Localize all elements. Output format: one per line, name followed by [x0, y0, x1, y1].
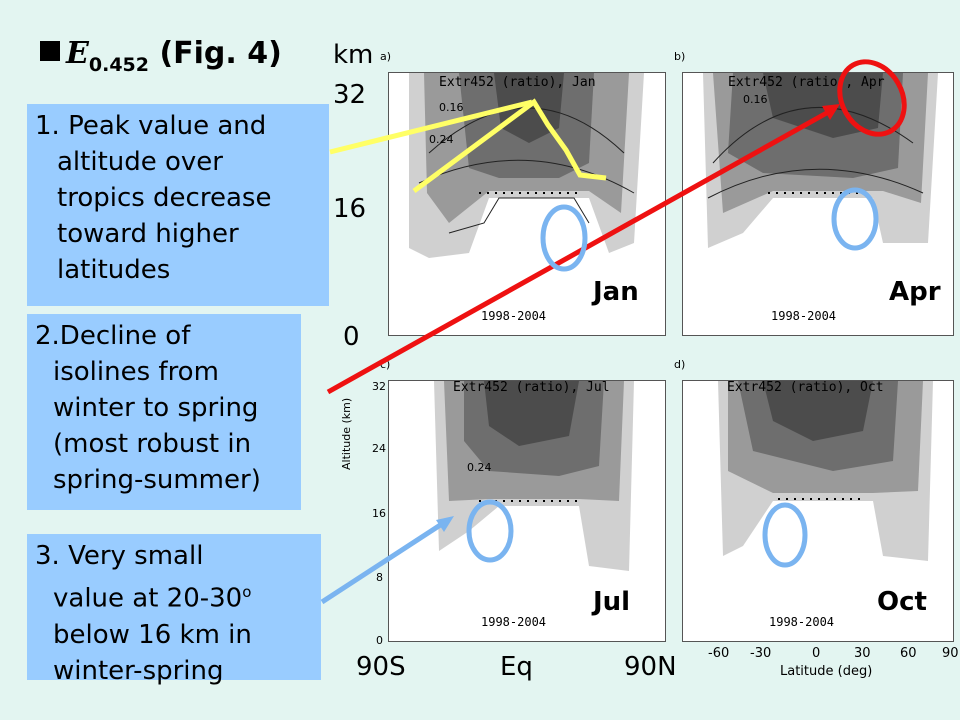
note-box-3: 3. Very small value at 20-30o below 16 k…: [27, 534, 321, 686]
lat-tick: 0: [812, 646, 821, 661]
panel-letter: b): [674, 50, 686, 63]
month-label-jan: Jan: [593, 277, 639, 307]
note-3-line: 3. Very small: [35, 541, 204, 571]
contour-label: 0.24: [467, 461, 492, 474]
square-bullet-icon: [40, 41, 60, 61]
years-label: 1998-2004: [771, 309, 837, 323]
years-label: 1998-2004: [481, 615, 547, 629]
alt-tick: 8: [376, 571, 383, 584]
contour-label: 0.16: [439, 101, 464, 114]
alt-tick: 32: [372, 380, 386, 393]
contour-plot-oct: [683, 381, 953, 641]
y-tick-16: 16: [333, 194, 367, 224]
y-axis-unit: km: [333, 40, 374, 70]
note-1-line: toward higher: [57, 219, 239, 249]
alt-tick: 16: [372, 507, 386, 520]
panel-letter: c): [380, 358, 391, 371]
contour-label: 0.16: [743, 93, 768, 106]
note-3-line: winter-spring: [53, 655, 224, 686]
blue-highlight-ellipse-oct: [762, 502, 808, 568]
contour-label: 0.24: [429, 133, 454, 146]
blue-highlight-ellipse-jul: [466, 499, 514, 563]
month-label-oct: Oct: [877, 587, 927, 617]
years-label: 1998-2004: [481, 309, 547, 323]
blue-highlight-ellipse-apr: [831, 187, 879, 251]
lat-tick: 60: [900, 646, 917, 661]
yellow-pointer-line: [329, 99, 533, 155]
panel-letter: d): [674, 358, 686, 371]
note-2-line: 2.Decline of: [35, 321, 191, 351]
lat-tick: -60: [708, 646, 730, 661]
note-2-line: (most robust in: [53, 429, 252, 459]
month-label-apr: Apr: [889, 277, 941, 307]
y-tick-0: 0: [343, 322, 360, 352]
blue-pointer-line: [320, 517, 450, 605]
note-box-2: 2.Decline of isolines from winter to spr…: [27, 314, 301, 510]
title-fig-ref: (Fig. 4): [159, 36, 282, 71]
panel-title: Extr452 (ratio), Jan: [439, 75, 596, 90]
blue-highlight-ellipse-jan: [540, 204, 588, 272]
lat-tick: 90: [942, 646, 959, 661]
note-1-line: 1. Peak value and: [35, 111, 267, 141]
x-label-90s: 90S: [356, 652, 406, 682]
note-3-text: value at 20-30: [53, 583, 243, 614]
panel-letter: a): [380, 50, 392, 63]
x-label-eq: Eq: [500, 652, 533, 682]
latitude-axis-label: Latitude (deg): [780, 664, 873, 679]
x-label-90n: 90N: [624, 652, 677, 682]
blue-arrowhead: [436, 516, 454, 532]
red-arrowhead: [822, 104, 840, 120]
panel-title: Extr452 (ratio), Oct: [727, 380, 884, 395]
years-label: 1998-2004: [769, 615, 835, 629]
degree-superscript: o: [242, 583, 252, 601]
note-2-line: winter to spring: [53, 393, 259, 423]
note-1-line: latitudes: [57, 255, 171, 285]
slide-title: E0.452 (Fig. 4): [40, 36, 282, 76]
lat-tick: 30: [854, 646, 871, 661]
note-2-line: isolines from: [53, 357, 219, 387]
y-tick-32: 32: [333, 80, 367, 110]
note-box-1: 1. Peak value and altitude over tropics …: [27, 104, 329, 306]
month-label-jul: Jul: [593, 587, 631, 617]
title-subscript: 0.452: [88, 54, 149, 76]
panel-title: Extr452 (ratio), Jul: [453, 380, 610, 395]
alt-tick: 0: [376, 634, 383, 647]
note-3-line: below 16 km in: [53, 619, 252, 650]
note-1-line: altitude over: [57, 147, 223, 177]
panel-title: Extr452 (ratio), Apr: [728, 75, 885, 90]
note-2-line: spring-summer): [53, 465, 261, 495]
red-highlight-ellipse: [837, 59, 907, 137]
note-1-line: tropics decrease: [57, 183, 272, 213]
panel-oct: Extr452 (ratio), Oct Oct 1998-2004: [682, 380, 954, 642]
title-symbol: E: [66, 36, 89, 71]
red-pointer-line: [326, 107, 834, 395]
alt-tick: 24: [372, 442, 386, 455]
note-3-line: value at 20-30o: [35, 574, 313, 617]
yellow-peak-curve: [412, 98, 607, 194]
lat-tick: -30: [750, 646, 772, 661]
